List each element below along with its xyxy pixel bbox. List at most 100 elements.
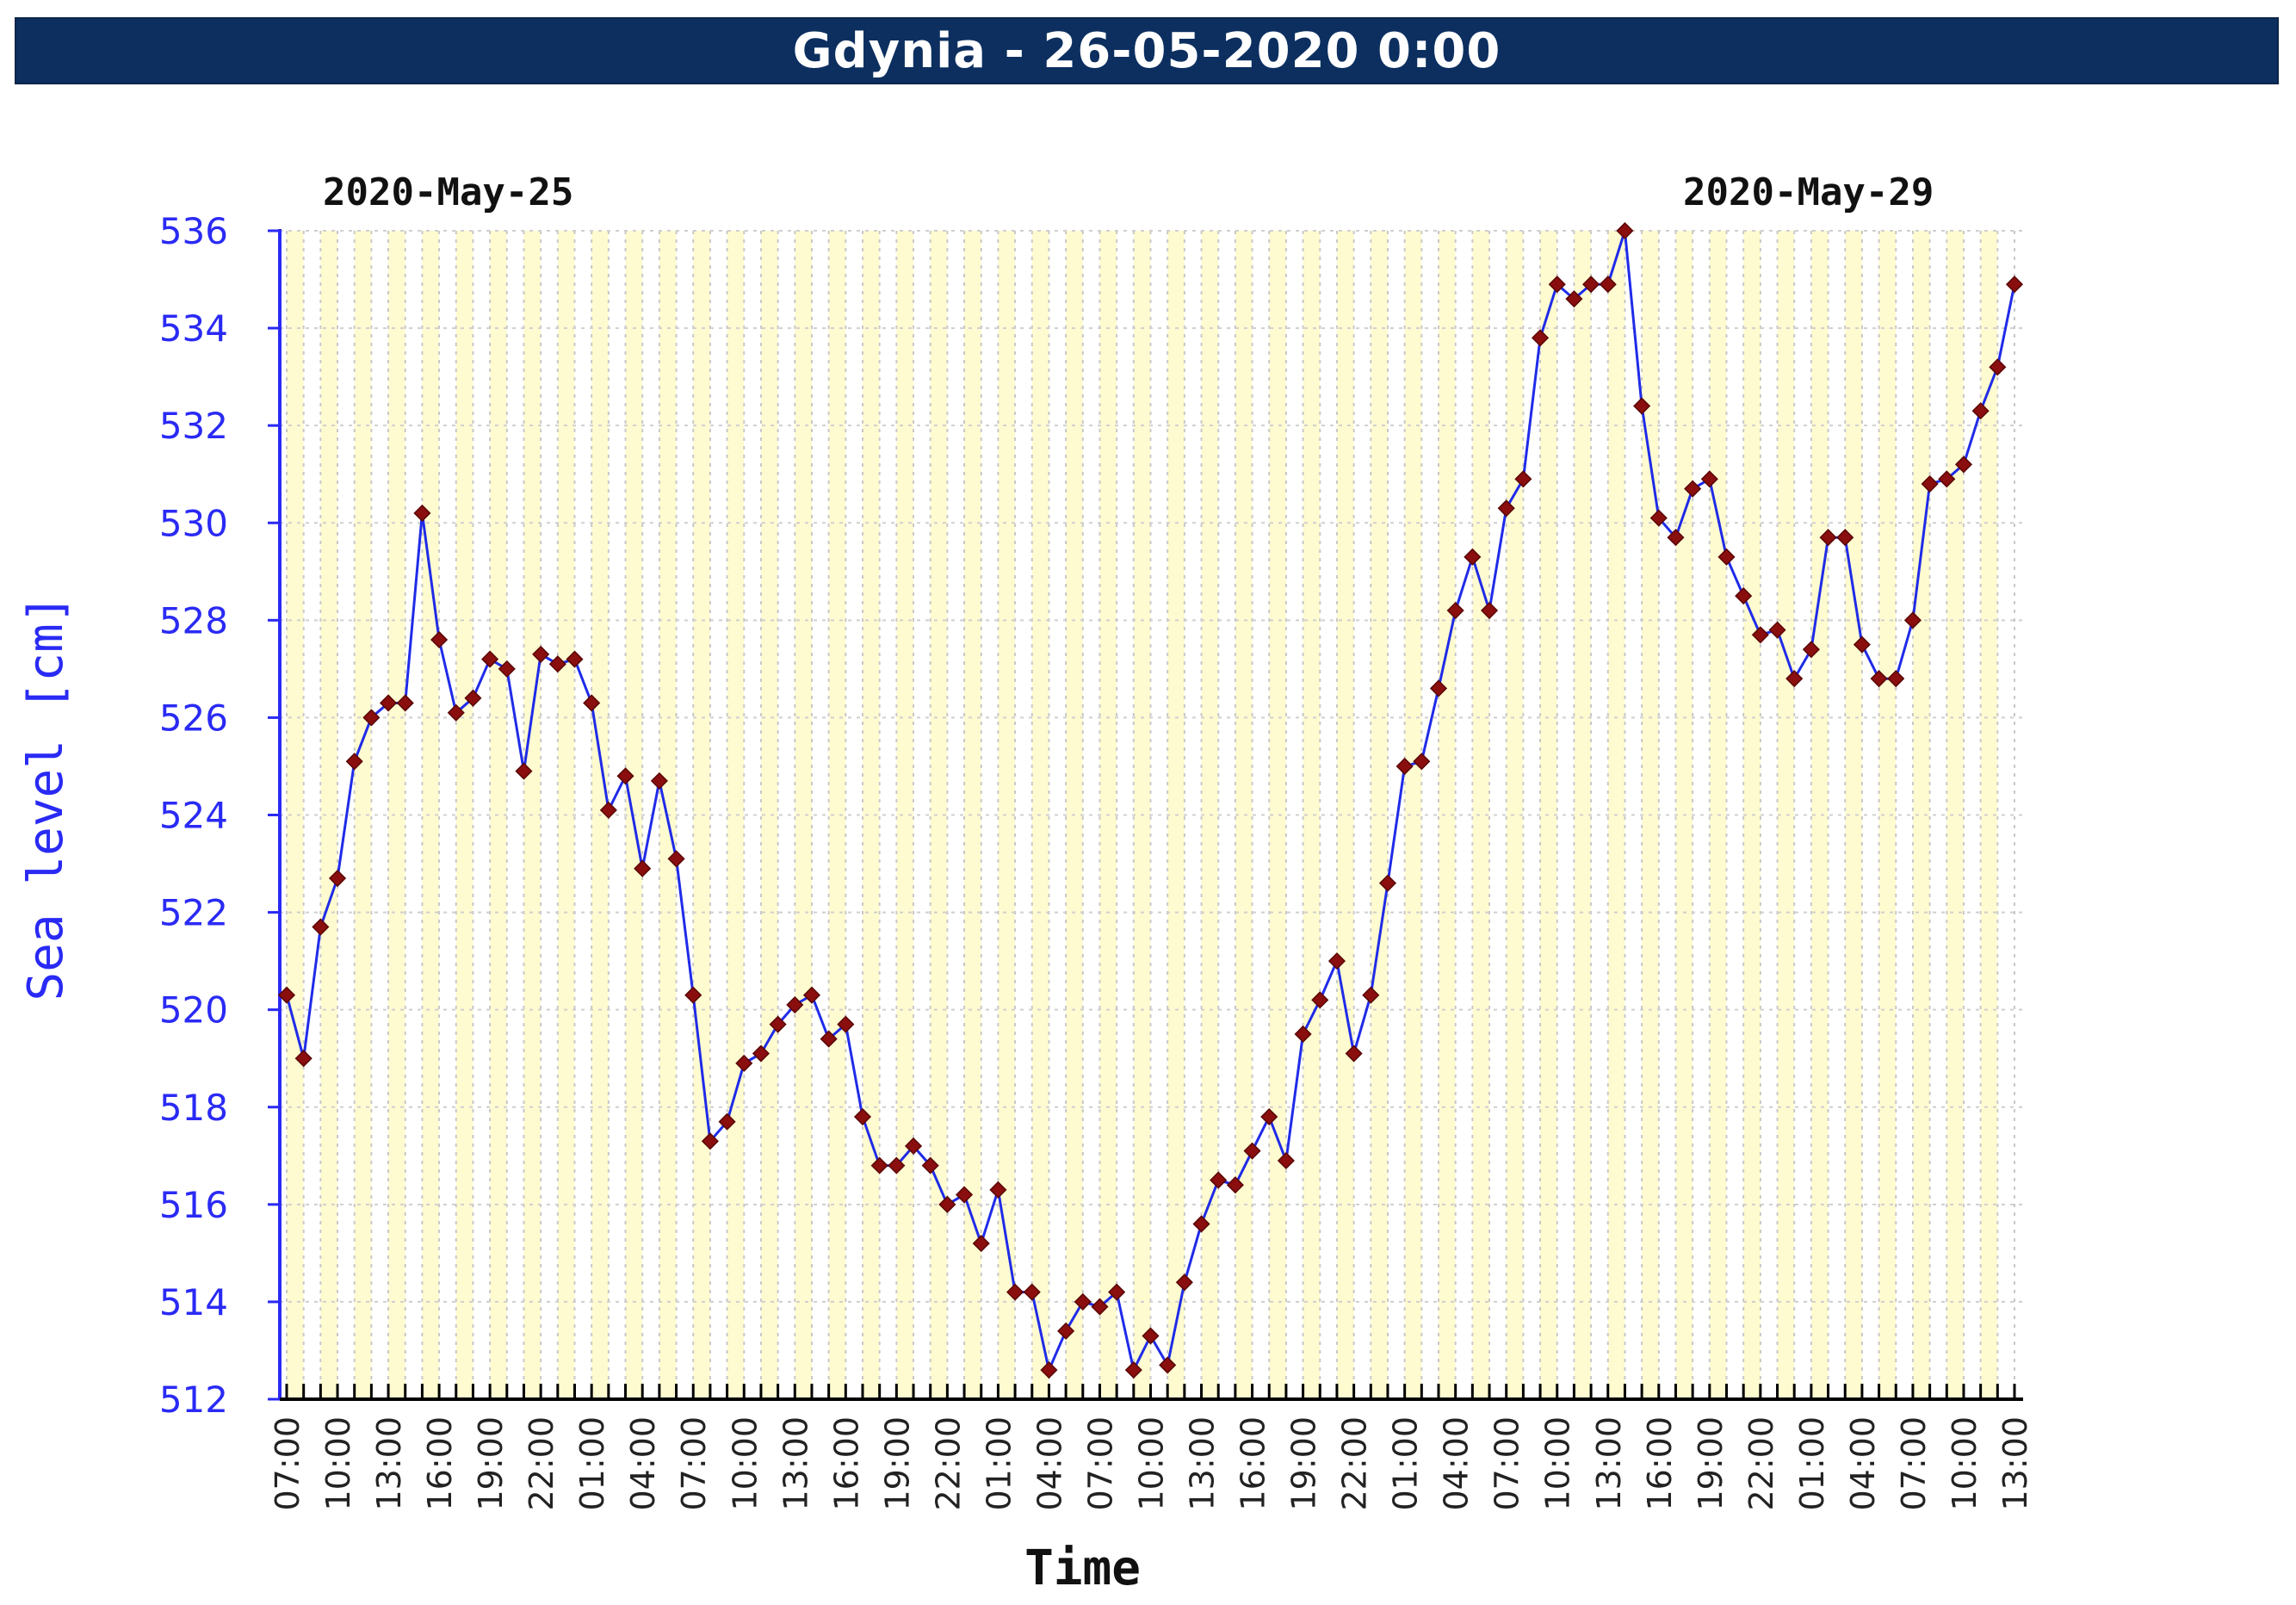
- data-point: [1514, 470, 1532, 488]
- data-point: [481, 650, 499, 668]
- x-tick-label: 04:00: [1844, 1416, 1882, 1511]
- y-tick-label: 532: [159, 405, 228, 447]
- x-tick-label: 04:00: [624, 1416, 662, 1511]
- data-point: [1108, 1283, 1126, 1301]
- data-point: [989, 1181, 1007, 1199]
- data-point: [1464, 548, 1482, 566]
- y-tick-label: 518: [159, 1087, 228, 1129]
- data-point: [1989, 358, 2007, 376]
- x-tick-label: 13:00: [1590, 1416, 1628, 1511]
- data-point: [1954, 455, 1973, 474]
- data-point: [802, 986, 821, 1004]
- data-point: [888, 1156, 906, 1174]
- x-tick-label: 13:00: [777, 1416, 814, 1511]
- data-point: [938, 1195, 956, 1213]
- data-point: [904, 1137, 923, 1156]
- data-point: [1870, 670, 1888, 688]
- x-tick-label: 13:00: [1996, 1416, 2034, 1511]
- data-point: [1802, 641, 1820, 659]
- data-point: [413, 504, 431, 523]
- data-point: [1277, 1151, 1295, 1170]
- data-point: [1091, 1298, 1109, 1316]
- x-tick-label: 19:00: [1285, 1416, 1323, 1511]
- y-axis-label: Sea level [cm]: [18, 594, 74, 1001]
- x-tick-label: 07:00: [675, 1416, 713, 1511]
- x-tick-label: 16:00: [421, 1416, 459, 1511]
- data-point: [1971, 402, 1990, 420]
- data-point: [735, 1054, 753, 1072]
- data-point: [1413, 753, 1431, 771]
- data-point: [1378, 874, 1397, 892]
- x-tick-label: 16:00: [1235, 1416, 1272, 1511]
- data-point: [1210, 1171, 1228, 1189]
- data-point: [870, 1156, 888, 1174]
- plot-stripe: [455, 231, 473, 1399]
- data-point: [1921, 474, 1939, 493]
- data-point: [684, 986, 702, 1004]
- data-point: [1345, 1044, 1363, 1063]
- data-point: [1023, 1283, 1041, 1301]
- data-point: [1616, 221, 1634, 240]
- data-point: [955, 1186, 974, 1204]
- data-point: [718, 1112, 736, 1131]
- x-tick-label: 04:00: [1438, 1416, 1476, 1511]
- data-point: [532, 645, 550, 663]
- x-tick-label: 16:00: [1641, 1416, 1679, 1511]
- data-point: [921, 1156, 939, 1174]
- data-point: [362, 709, 381, 727]
- data-point: [2005, 276, 2024, 294]
- x-tick-label: 22:00: [1742, 1416, 1780, 1511]
- data-point: [837, 1015, 855, 1033]
- data-point: [379, 694, 398, 712]
- data-point: [1903, 611, 1922, 629]
- y-tick-label: 528: [159, 599, 228, 641]
- data-point: [1819, 529, 1837, 547]
- x-tick-label: 07:00: [1895, 1416, 1933, 1511]
- data-point: [345, 753, 363, 771]
- data-point: [769, 1015, 787, 1033]
- data-point: [396, 694, 414, 712]
- x-tick-label: 16:00: [827, 1416, 865, 1511]
- x-tick-label: 19:00: [1692, 1416, 1730, 1511]
- title-bar: Gdynia - 26-05-2020 0:00: [15, 17, 2279, 84]
- data-point: [1142, 1327, 1160, 1345]
- y-tick-label: 522: [159, 892, 228, 934]
- data-point: [1311, 991, 1329, 1009]
- x-tick-label: 10:00: [726, 1416, 764, 1511]
- data-point: [566, 650, 584, 668]
- data-point: [583, 694, 601, 712]
- plot-stripe: [1506, 231, 1524, 1399]
- data-point: [1006, 1283, 1024, 1301]
- data-point: [312, 918, 330, 936]
- plot-stripe: [998, 231, 1016, 1399]
- data-point: [1260, 1107, 1278, 1126]
- x-tick-label: 01:00: [980, 1416, 1018, 1511]
- data-point: [786, 995, 804, 1014]
- data-point: [820, 1030, 838, 1048]
- x-tick-label: 01:00: [1387, 1416, 1425, 1511]
- x-tick-label: 13:00: [370, 1416, 408, 1511]
- data-point: [1362, 986, 1380, 1004]
- y-tick-label: 530: [159, 502, 228, 544]
- x-tick-label: 10:00: [1946, 1416, 1983, 1511]
- data-point: [1938, 470, 1956, 488]
- data-point: [1327, 952, 1346, 970]
- y-tick-label: 520: [159, 989, 228, 1032]
- x-tick-label: 07:00: [1488, 1416, 1526, 1511]
- data-point: [1836, 529, 1854, 547]
- y-tick-label: 512: [159, 1379, 228, 1421]
- data-point: [1057, 1322, 1075, 1340]
- data-point: [447, 703, 465, 722]
- x-tick-label: 19:00: [472, 1416, 510, 1511]
- x-tick-label: 10:00: [1539, 1416, 1577, 1511]
- data-point: [1040, 1361, 1058, 1379]
- data-point: [1582, 276, 1600, 294]
- y-tick-label: 514: [159, 1281, 228, 1323]
- y-tick-label: 536: [159, 210, 228, 252]
- data-point: [548, 655, 566, 673]
- data-point: [1074, 1292, 1092, 1311]
- x-tick-label: 22:00: [929, 1416, 967, 1511]
- data-point: [328, 869, 347, 888]
- data-point: [294, 1050, 313, 1068]
